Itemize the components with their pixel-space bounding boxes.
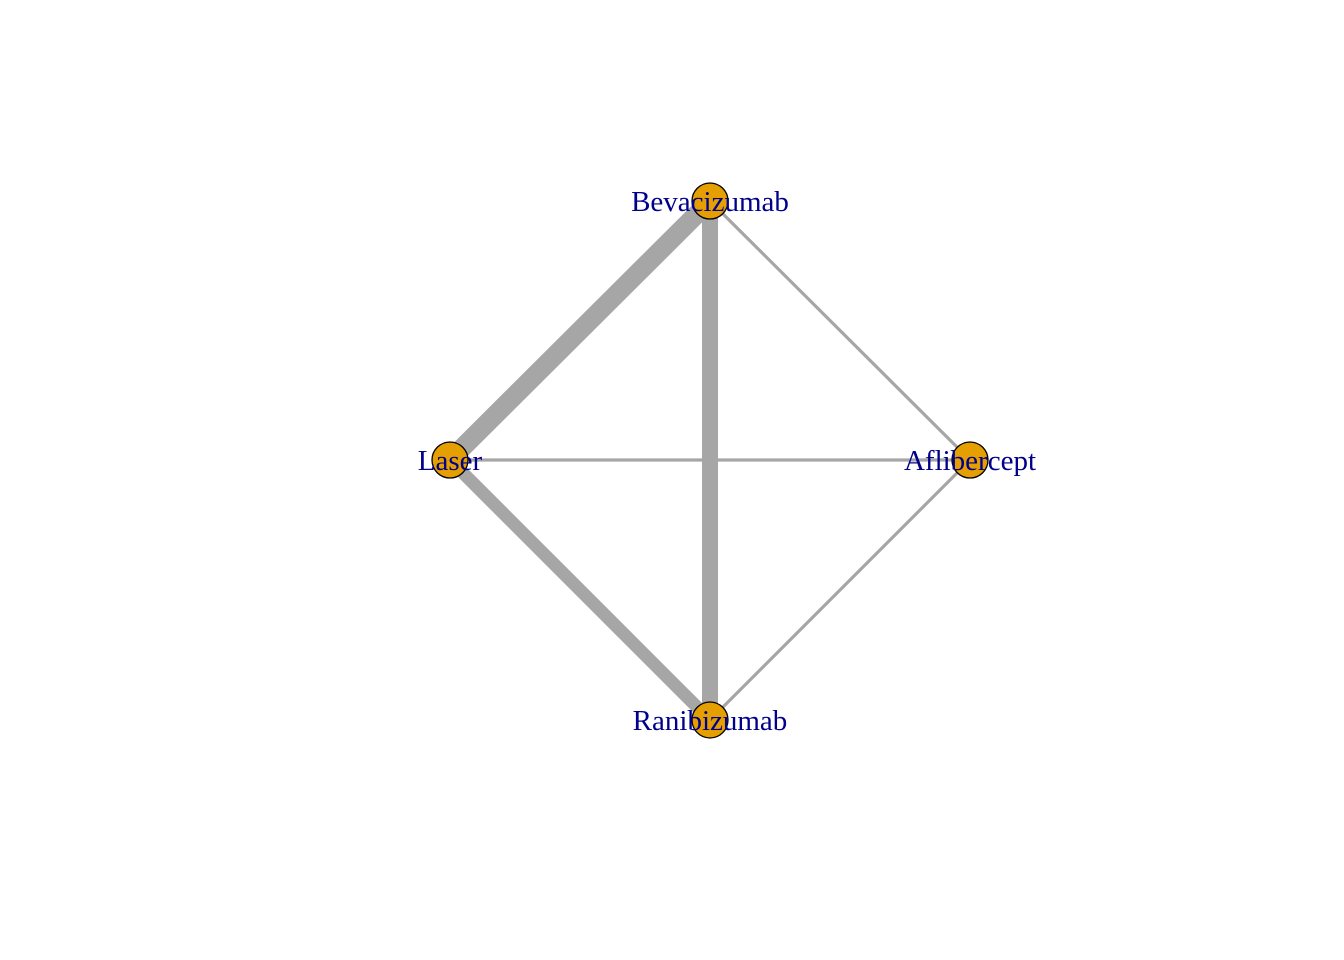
- edge-ranibizumab-aflibercept: [708, 458, 972, 722]
- edges-layer: [443, 194, 972, 725]
- edge-laser-bevacizumab: [443, 194, 717, 467]
- node-ranibizumab: [691, 701, 729, 739]
- node-label-aflibercept: Aflibercept: [904, 445, 1036, 477]
- edge-bevacizumab-aflibercept: [708, 199, 972, 462]
- node-bevacizumab: [691, 182, 729, 220]
- node-label-laser: Laser: [418, 445, 483, 477]
- node-label-bevacizumab: Bevacizumab: [631, 186, 789, 218]
- edge-laser-ranibizumab: [445, 455, 715, 725]
- node-label-ranibizumab: Ranibizumab: [633, 705, 788, 737]
- node-aflibercept: [951, 441, 989, 479]
- nodes-layer: [431, 182, 989, 739]
- labels-layer: Bevacizumab Laser Aflibercept Ranibizumab: [418, 186, 1036, 737]
- node-laser: [431, 441, 469, 479]
